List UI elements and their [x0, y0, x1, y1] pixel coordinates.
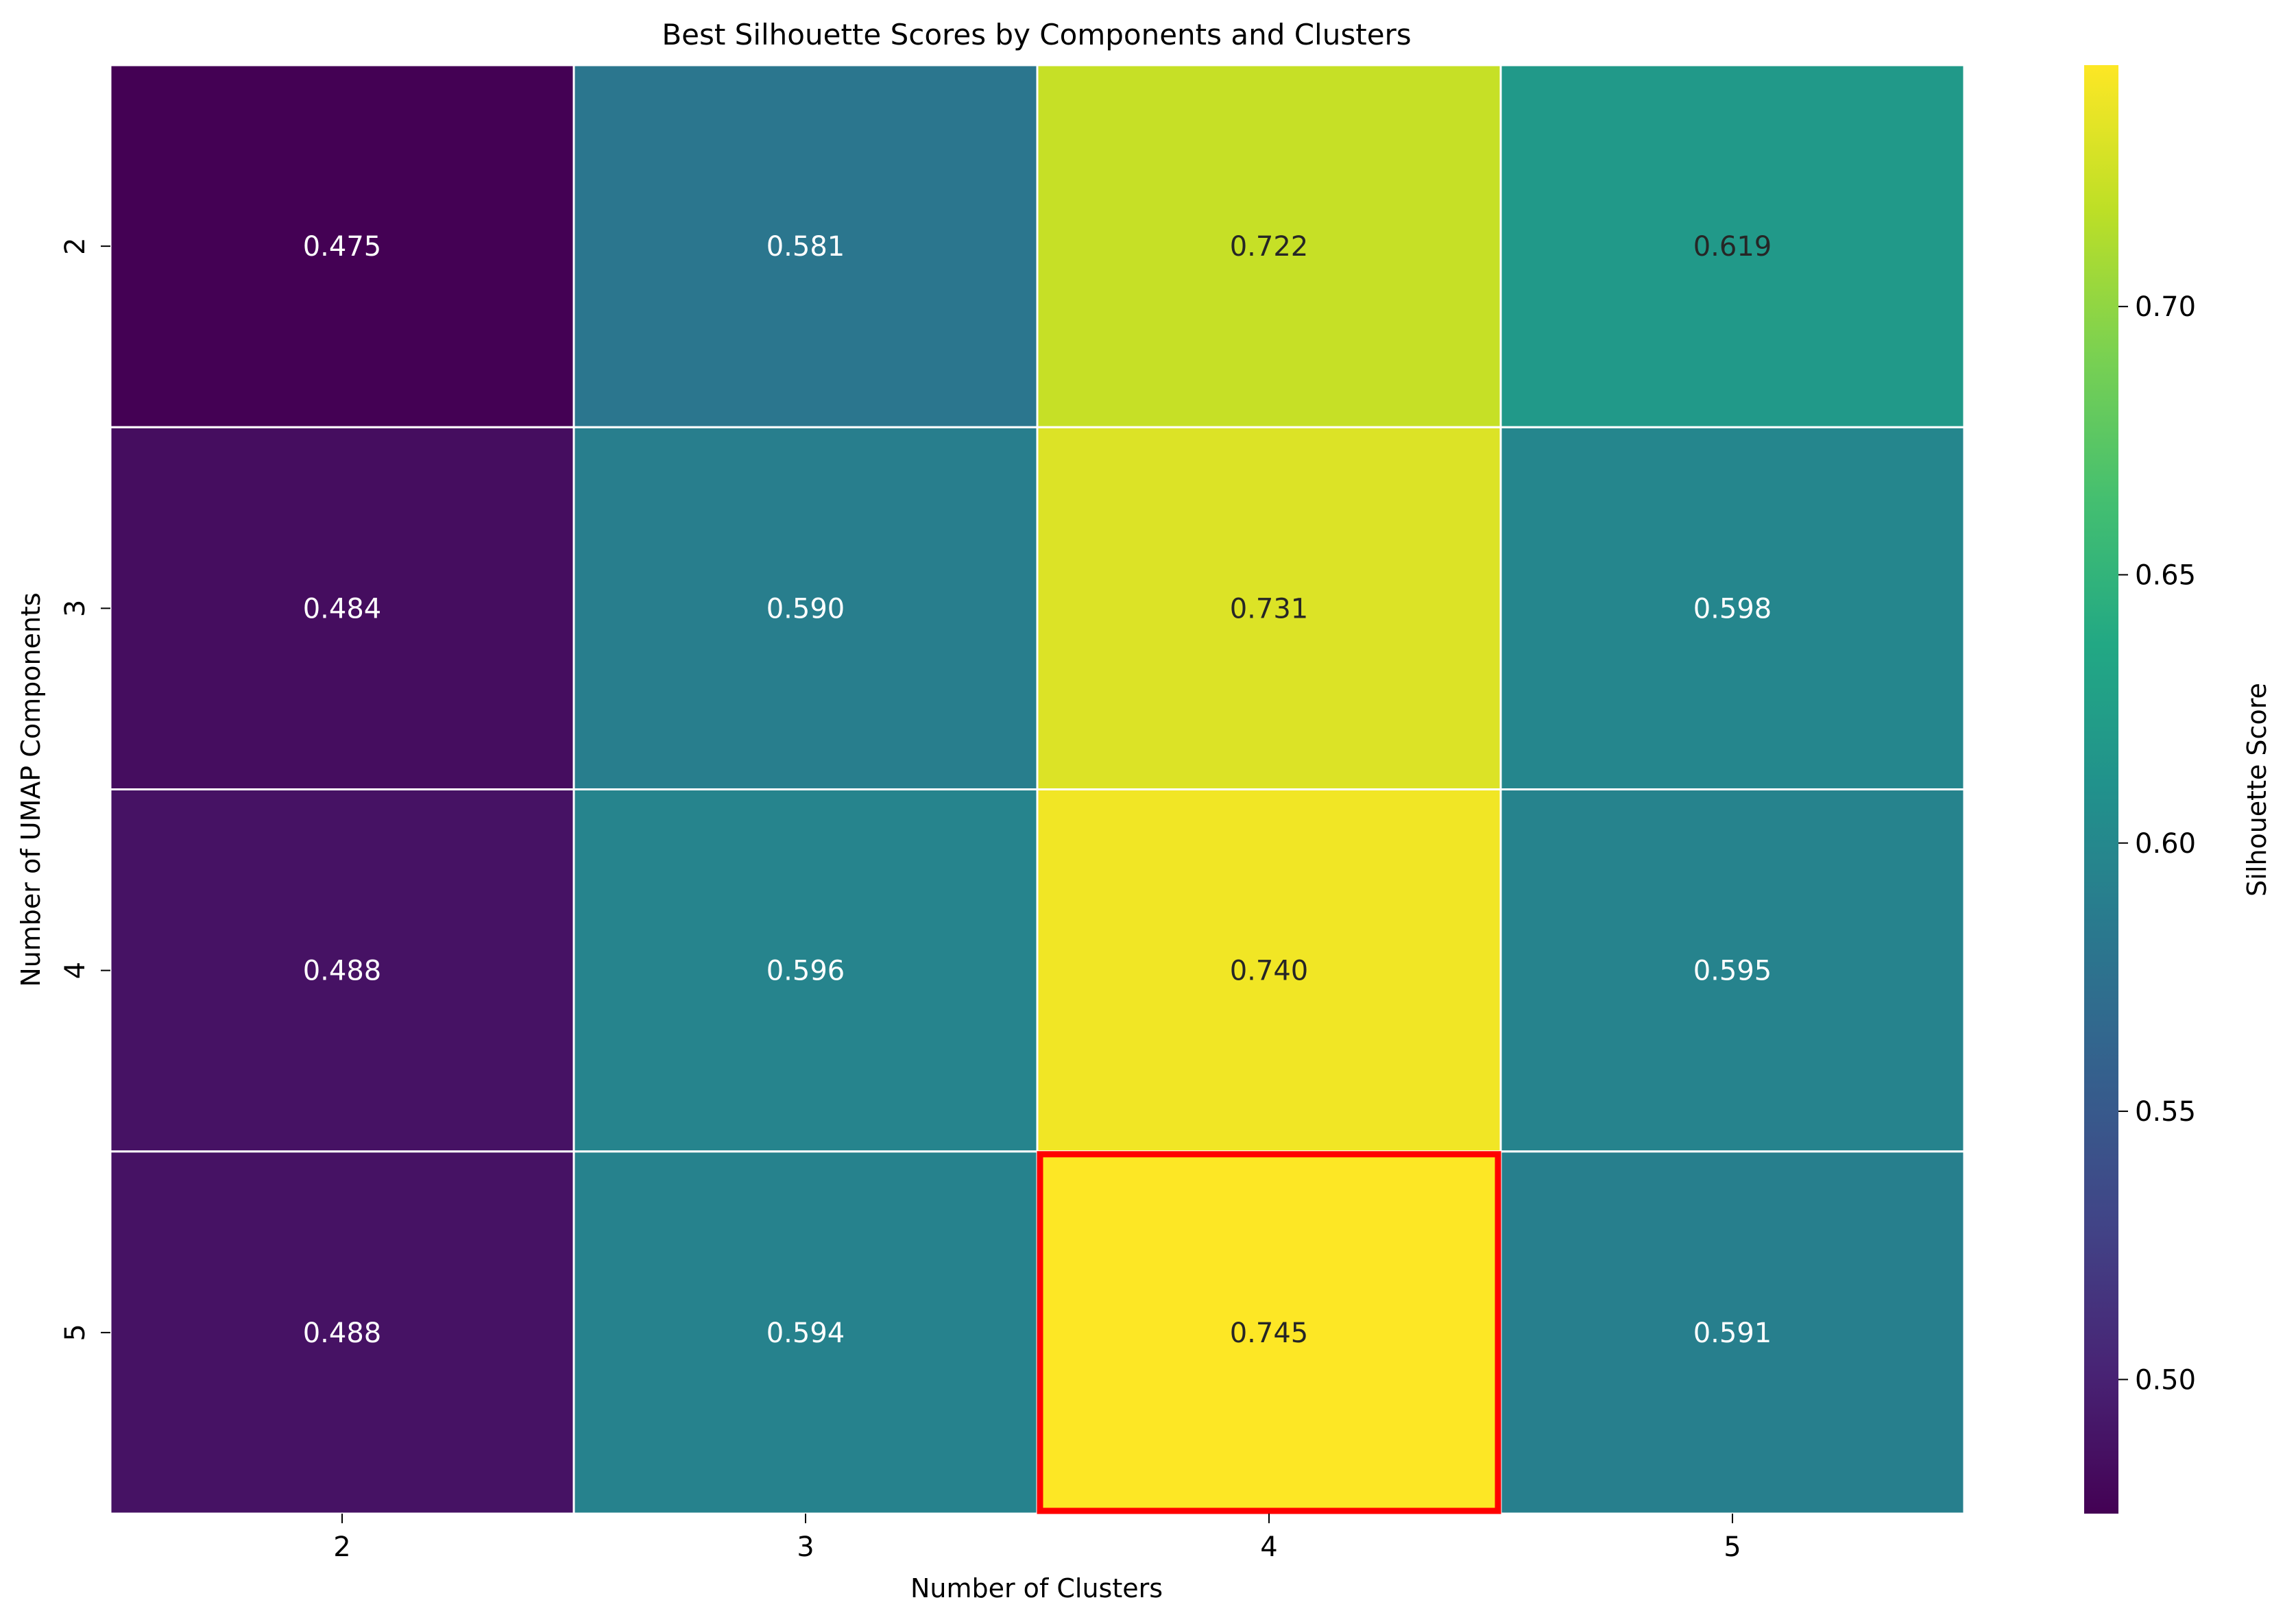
- heatmap-cells: [109, 64, 1966, 1515]
- cell-value-label: 0.619: [1693, 231, 1772, 263]
- heatmap-cell: [1036, 1150, 1502, 1515]
- heatmap-cell: [1499, 426, 1966, 790]
- colorbar-gradient: [2084, 65, 2118, 1514]
- heatmap-cell: [1499, 788, 1966, 1153]
- cell-value-label: 0.590: [766, 593, 845, 625]
- heatmap-cell: [1036, 64, 1502, 428]
- x-tick-label: 5: [1724, 1531, 1741, 1563]
- colorbar-tick-label: 0.55: [2135, 1096, 2196, 1128]
- cell-value-label: 0.581: [766, 231, 845, 263]
- x-axis: 2 3 4 5: [333, 1514, 1741, 1563]
- chart-title: Best Silhouette Scores by Components and…: [662, 18, 1411, 51]
- cell-value-label: 0.484: [303, 593, 382, 625]
- cell-value-label: 0.598: [1693, 593, 1772, 625]
- cell-value-label: 0.475: [303, 231, 382, 263]
- heatmap-cell: [572, 1150, 1039, 1515]
- x-tick-label: 2: [333, 1531, 350, 1563]
- colorbar-label: Silhouette Score: [2242, 683, 2272, 897]
- x-axis-label: Number of Clusters: [910, 1573, 1163, 1603]
- cell-value-label: 0.594: [766, 1318, 845, 1349]
- cell-value-label: 0.488: [303, 956, 382, 987]
- cell-value-label: 0.595: [1693, 956, 1772, 987]
- colorbar-tick-label: 0.70: [2135, 291, 2196, 323]
- cell-value-label: 0.745: [1230, 1318, 1309, 1349]
- y-axis: 2 3 4 5: [60, 237, 110, 1342]
- cell-value-label: 0.488: [303, 1318, 382, 1349]
- y-axis-label: Number of UMAP Components: [16, 592, 46, 986]
- colorbar-tick-label: 0.50: [2135, 1364, 2196, 1396]
- y-tick-label: 4: [60, 962, 91, 979]
- heatmap-cell: [109, 1150, 575, 1515]
- heatmap-cell: [109, 64, 575, 428]
- x-tick-label: 3: [797, 1531, 814, 1563]
- heatmap-cell: [572, 426, 1039, 790]
- cell-value-label: 0.731: [1230, 593, 1309, 625]
- heatmap-cell: [1036, 426, 1502, 790]
- x-tick-label: 4: [1260, 1531, 1277, 1563]
- heatmap-cell: [572, 64, 1039, 428]
- heatmap-cell: [572, 788, 1039, 1153]
- cell-value-labels: 0.475 0.581 0.722 0.619 0.484 0.590 0.731 0.598…: [303, 231, 1772, 1349]
- highlight-layer: [1037, 1151, 1501, 1514]
- colorbar: 0.50 0.55 0.60 0.65 0.70: [2084, 65, 2196, 1514]
- cell-value-label: 0.591: [1693, 1318, 1772, 1349]
- colorbar-tick-label: 0.60: [2135, 828, 2196, 860]
- cell-value-label: 0.740: [1230, 956, 1309, 987]
- highlight-box: [1037, 1151, 1501, 1514]
- heatmap-cell: [109, 426, 575, 790]
- y-tick-label: 2: [60, 237, 91, 254]
- heatmap-cell: [1499, 64, 1966, 428]
- cell-value-label: 0.722: [1230, 231, 1309, 263]
- y-tick-label: 3: [60, 600, 91, 617]
- y-tick-label: 5: [60, 1324, 91, 1341]
- colorbar-tick-label: 0.65: [2135, 559, 2196, 591]
- cell-value-label: 0.596: [766, 956, 845, 987]
